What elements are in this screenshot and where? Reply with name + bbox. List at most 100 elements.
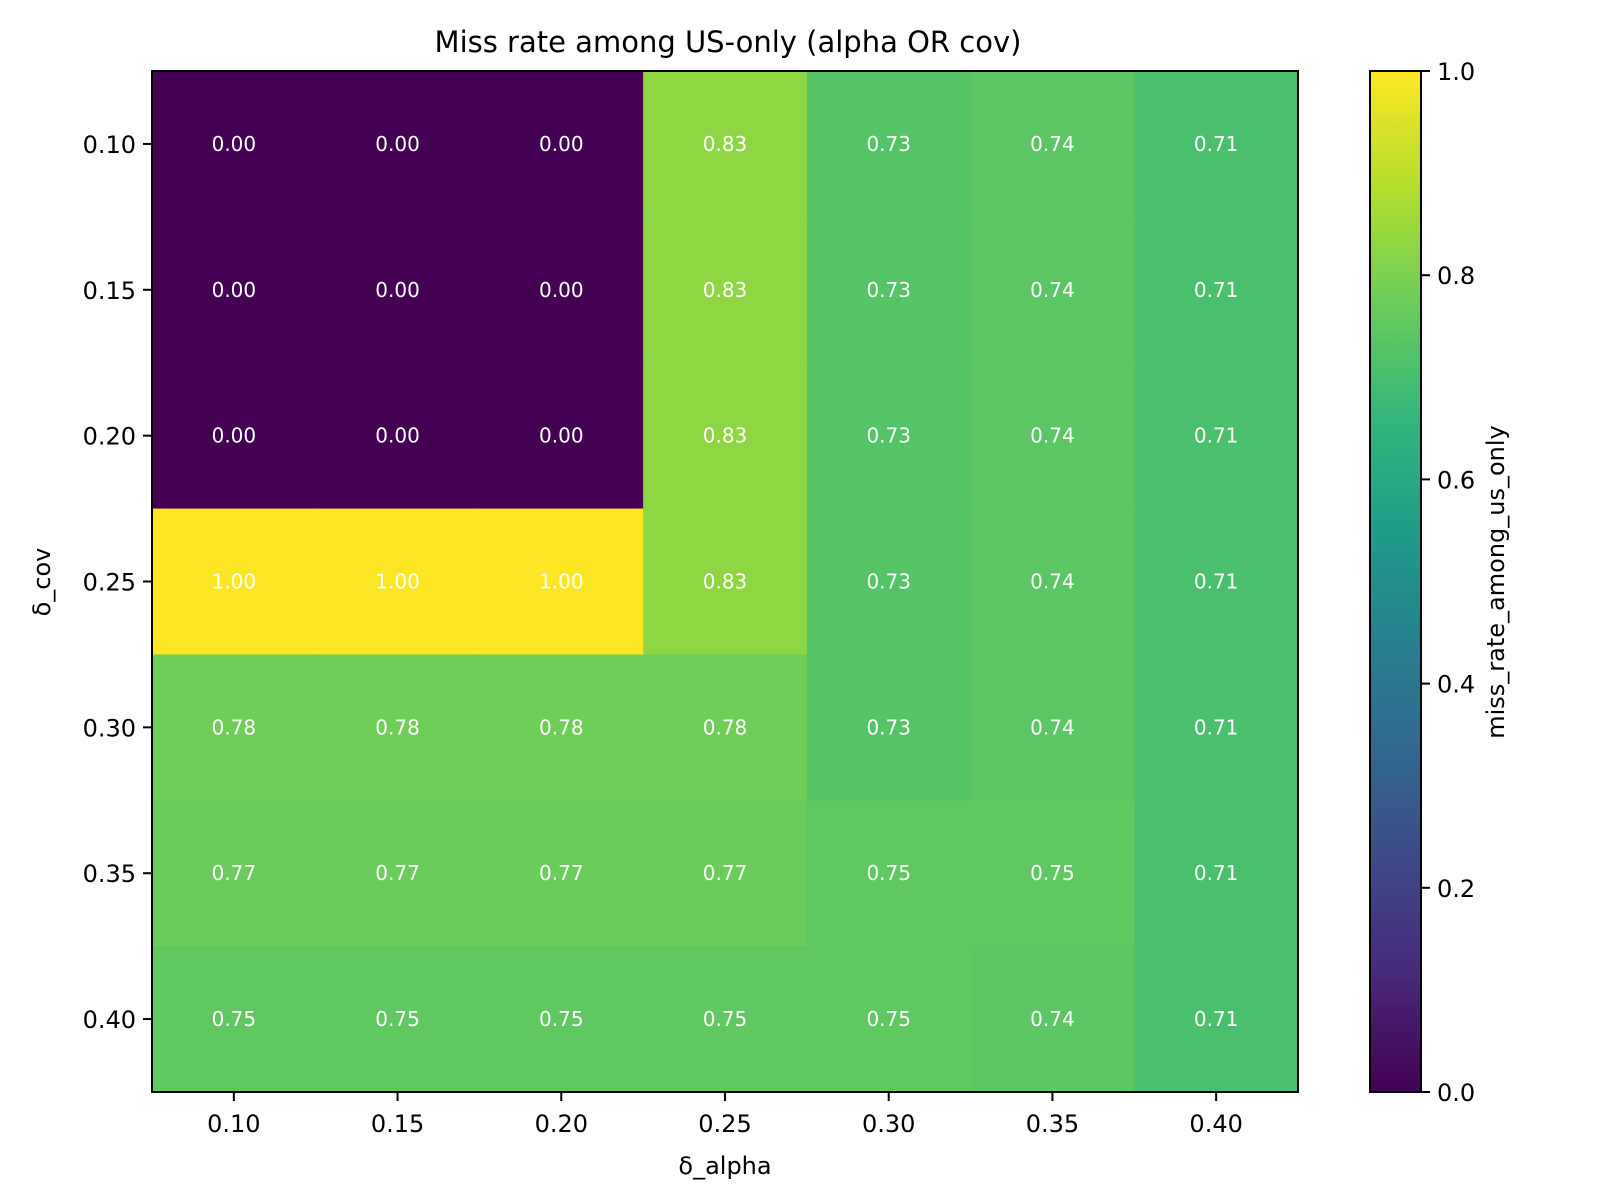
heatmap-cell: [315, 946, 481, 1093]
heatmap-cell: [152, 508, 317, 656]
heatmap-cell: [806, 654, 972, 801]
heatmap-cell: [970, 654, 1135, 801]
colorbar-tick-label: 0.4: [1437, 671, 1475, 699]
x-tick-label: 0.15: [371, 1110, 424, 1138]
cell-value-label: 0.74: [1030, 715, 1075, 739]
x-tick-label: 0.20: [535, 1110, 588, 1138]
cell-value-label: 0.73: [866, 715, 911, 739]
heatmap-cell: [806, 508, 972, 656]
y-tick-label: 0.25: [83, 569, 136, 597]
heatmap-cell: [479, 71, 644, 218]
heatmap-cell: [643, 71, 808, 218]
colorbar-tick-label: 0.8: [1437, 262, 1475, 290]
heatmap-cell: [315, 800, 481, 947]
cell-value-label: 0.75: [375, 1007, 420, 1031]
heatmap-annotations: 0.00 0.00 0.00 0.83 0.73 0.74 0.71 0.00 0.00 0.00…: [212, 132, 1239, 1031]
heatmap-cell: [970, 362, 1135, 510]
y-tick-label: 0.40: [83, 1006, 136, 1034]
cell-value-label: 0.73: [866, 424, 911, 448]
y-tick-label: 0.10: [83, 131, 136, 159]
y-tick-label: 0.20: [83, 423, 136, 451]
x-tick-label: 0.40: [1189, 1110, 1242, 1138]
cell-value-label: 0.00: [375, 132, 420, 156]
colorbar-tick-label: 1.0: [1437, 58, 1475, 86]
colorbar-title: miss_rate_among_us_only: [1482, 425, 1510, 739]
cell-value-label: 0.00: [212, 132, 257, 156]
heatmap-cell: [970, 508, 1135, 656]
heatmap-cell: [643, 362, 808, 510]
heatmap-cell: [643, 508, 808, 656]
y-tick-label: 0.35: [83, 860, 136, 888]
heatmap-cell: [806, 216, 972, 364]
heatmap-cell: [152, 654, 317, 801]
cell-value-label: 0.74: [1030, 570, 1075, 594]
cell-value-label: 0.77: [703, 861, 748, 885]
y-axis-title: δ_cov: [28, 548, 56, 617]
cell-value-label: 0.73: [866, 132, 911, 156]
cell-value-label: 0.73: [866, 570, 911, 594]
cell-value-label: 0.71: [1194, 715, 1239, 739]
cell-value-label: 1.00: [539, 570, 584, 594]
x-axis-title: δ_alpha: [678, 1152, 771, 1180]
colorbar-tick-label: 0.2: [1437, 875, 1475, 903]
heatmap-cell: [152, 800, 317, 947]
heatmap-cell: [1134, 71, 1299, 218]
heatmap-cell: [479, 216, 644, 364]
cell-value-label: 0.75: [866, 861, 911, 885]
cell-value-label: 1.00: [375, 570, 420, 594]
cell-value-label: 0.71: [1194, 861, 1239, 885]
x-tick-label: 0.25: [698, 1110, 751, 1138]
x-tick-label: 0.10: [207, 1110, 260, 1138]
heatmap-cell: [479, 362, 644, 510]
cell-value-label: 0.78: [375, 715, 420, 739]
cell-value-label: 0.00: [539, 424, 584, 448]
heatmap-cell: [315, 71, 481, 218]
cell-value-label: 0.77: [539, 861, 584, 885]
cell-value-label: 0.75: [866, 1007, 911, 1031]
cell-value-label: 0.83: [703, 132, 748, 156]
heatmap-cell: [1134, 216, 1299, 364]
cell-value-label: 0.77: [375, 861, 420, 885]
heatmap-cell: [315, 362, 481, 510]
heatmap-cells: [152, 71, 1299, 1093]
cell-value-label: 0.83: [703, 278, 748, 302]
cell-value-label: 0.75: [1030, 861, 1075, 885]
heatmap-cell: [479, 654, 644, 801]
heatmap-cell: [643, 216, 808, 364]
heatmap-cell: [479, 800, 644, 947]
heatmap-cell: [970, 216, 1135, 364]
heatmap-cell: [970, 71, 1135, 218]
cell-value-label: 0.75: [539, 1007, 584, 1031]
heatmap-cell: [152, 362, 317, 510]
cell-value-label: 0.71: [1194, 570, 1239, 594]
heatmap-cell: [643, 800, 808, 947]
y-tick-label: 0.30: [83, 714, 136, 742]
heatmap-cell: [152, 71, 317, 218]
cell-value-label: 0.75: [212, 1007, 257, 1031]
cell-value-label: 0.75: [703, 1007, 748, 1031]
colorbar-tick-label: 0.6: [1437, 466, 1475, 494]
cell-value-label: 0.71: [1194, 424, 1239, 448]
heatmap-cell: [479, 508, 644, 656]
y-tick-label: 0.15: [83, 277, 136, 305]
cell-value-label: 0.74: [1030, 278, 1075, 302]
heatmap-cell: [970, 946, 1135, 1093]
heatmap-cell: [152, 946, 317, 1093]
cell-value-label: 0.00: [212, 278, 257, 302]
cell-value-label: 0.83: [703, 424, 748, 448]
heatmap-cell: [315, 508, 481, 656]
y-axis: 0.10 0.15 0.20 0.25 0.30 0.35 0.40: [83, 131, 152, 1034]
heatmap-cell: [643, 654, 808, 801]
heatmap-cell: [806, 946, 972, 1093]
cell-value-label: 0.71: [1194, 1007, 1239, 1031]
cell-value-label: 0.83: [703, 570, 748, 594]
x-axis: 0.10 0.15 0.20 0.25 0.30 0.35 0.40: [207, 1092, 1243, 1138]
x-tick-label: 0.35: [1026, 1110, 1079, 1138]
cell-value-label: 0.00: [539, 278, 584, 302]
cell-value-label: 0.71: [1194, 278, 1239, 302]
heatmap-cell: [315, 654, 481, 801]
cell-value-label: 0.73: [866, 278, 911, 302]
heatmap-cell: [479, 946, 644, 1093]
heatmap-cell: [970, 800, 1135, 947]
